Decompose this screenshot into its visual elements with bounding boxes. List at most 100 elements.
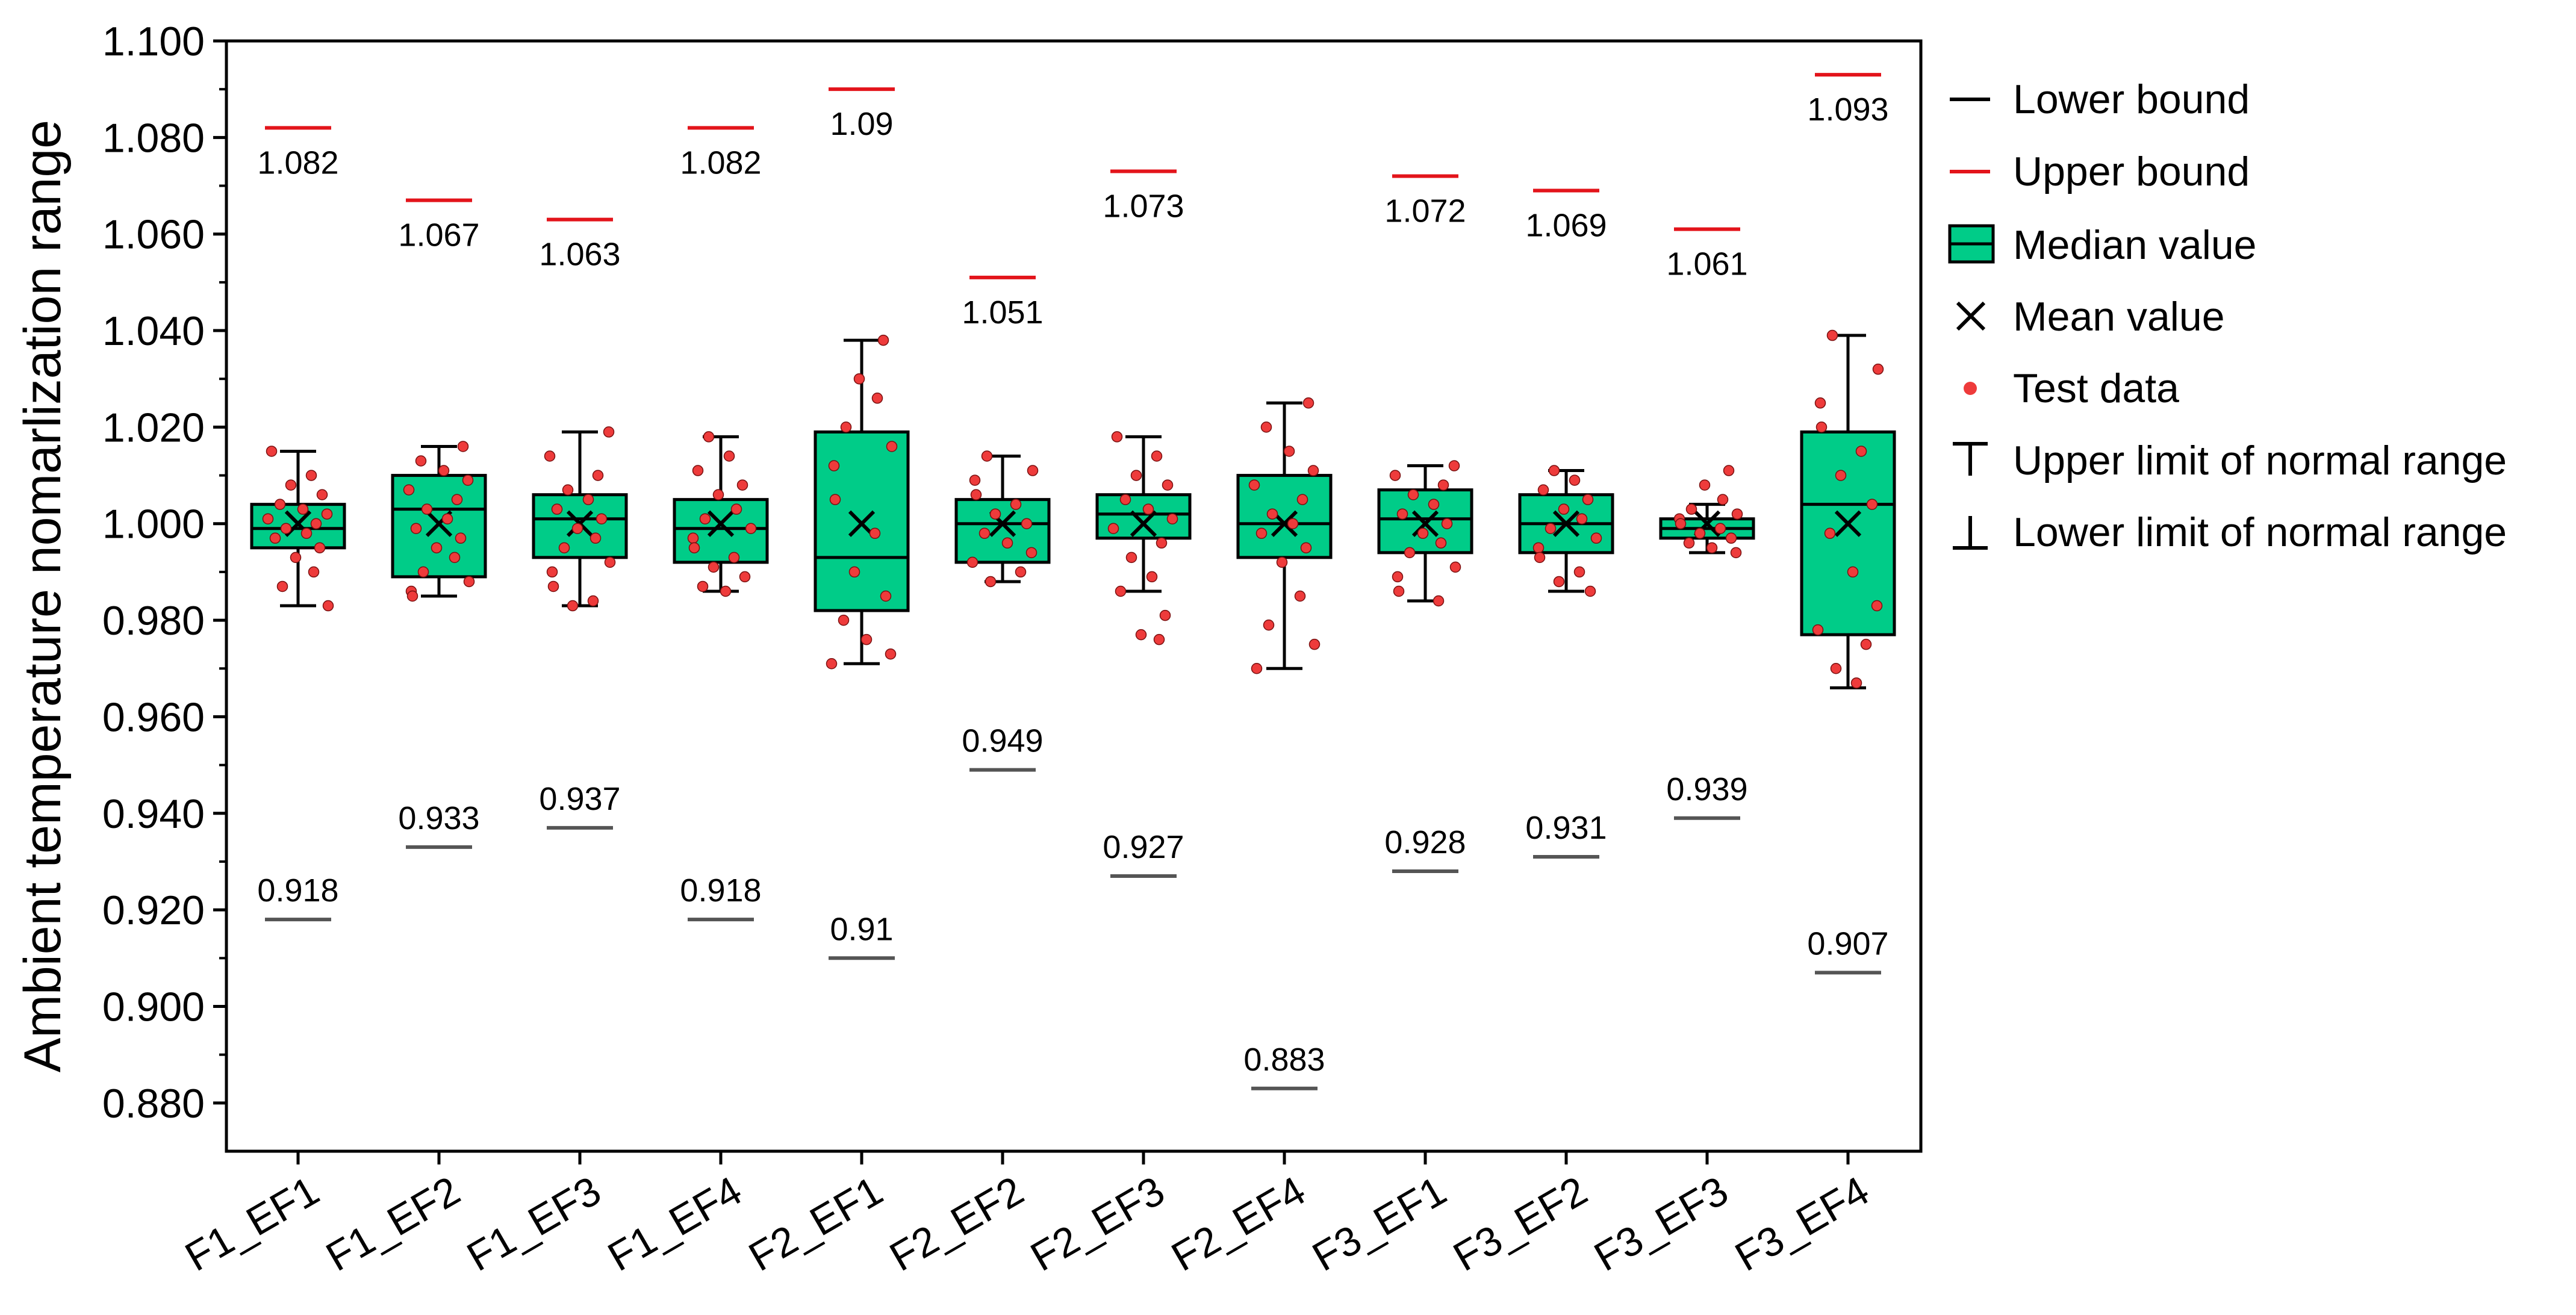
test-data-point bbox=[266, 446, 278, 457]
x-tick-label: F1_EF4 bbox=[600, 1167, 749, 1280]
x-tick-label: F3_EF3 bbox=[1587, 1167, 1735, 1280]
test-data-point bbox=[1392, 571, 1404, 583]
legend-test-data-label: Test data bbox=[2013, 365, 2179, 411]
test-data-point bbox=[1151, 450, 1163, 462]
test-data-point bbox=[274, 499, 286, 510]
test-data-point bbox=[853, 373, 865, 385]
x-tick-label: F1_EF2 bbox=[319, 1167, 467, 1280]
test-data-point bbox=[1107, 523, 1119, 535]
test-data-point bbox=[415, 455, 427, 467]
x-tick-label: F2_EF1 bbox=[741, 1167, 890, 1280]
test-data-point bbox=[1025, 547, 1038, 559]
test-data-point bbox=[1435, 537, 1447, 549]
test-data-point bbox=[1266, 508, 1278, 520]
test-data-point bbox=[1815, 421, 1828, 433]
test-data-point bbox=[1866, 499, 1878, 510]
test-data-point bbox=[582, 494, 594, 505]
test-data-point bbox=[697, 580, 709, 592]
test-data-point bbox=[885, 648, 897, 660]
lower-bound-label: 0.907 bbox=[1807, 925, 1888, 962]
test-data-point bbox=[869, 527, 881, 539]
test-data-point bbox=[406, 590, 418, 602]
lower-bound-label: 0.928 bbox=[1384, 824, 1466, 860]
test-data-point bbox=[1142, 503, 1154, 515]
test-data-point bbox=[828, 460, 840, 471]
y-tick-label: 1.000 bbox=[102, 502, 205, 547]
test-data-point bbox=[692, 465, 704, 476]
test-data-point bbox=[985, 576, 997, 588]
test-data-point bbox=[989, 508, 1001, 520]
test-data-point bbox=[1396, 508, 1408, 520]
test-data-point bbox=[745, 523, 757, 535]
test-data-point bbox=[1407, 489, 1419, 500]
upper-bound-label: 1.051 bbox=[962, 294, 1043, 331]
test-data-point bbox=[441, 513, 453, 524]
test-data-point bbox=[592, 470, 604, 481]
test-data-point bbox=[455, 532, 467, 544]
lower-bound-label: 0.927 bbox=[1103, 829, 1184, 865]
test-data-point bbox=[587, 595, 599, 607]
plot-area bbox=[225, 39, 1923, 1153]
test-data-point bbox=[1393, 585, 1405, 597]
y-tick-label: 0.960 bbox=[102, 694, 205, 740]
x-tick-label: F3_EF2 bbox=[1446, 1167, 1594, 1280]
test-data-point bbox=[1824, 527, 1836, 539]
x-tick-label: F3_EF4 bbox=[1728, 1167, 1876, 1280]
test-data-point bbox=[1685, 503, 1697, 515]
test-data-point bbox=[1725, 532, 1737, 544]
test-data-point bbox=[1433, 595, 1445, 607]
test-data-point bbox=[1569, 474, 1581, 486]
boxes-layer bbox=[250, 334, 1896, 689]
x-tick-label: F1_EF3 bbox=[459, 1167, 608, 1280]
test-data-point bbox=[1537, 484, 1549, 496]
test-data-point bbox=[308, 566, 320, 578]
test-data-point bbox=[1130, 470, 1142, 481]
y-tick-label: 0.940 bbox=[102, 791, 205, 837]
test-data-point bbox=[604, 556, 616, 568]
test-data-point bbox=[463, 576, 475, 588]
test-data-point bbox=[1590, 532, 1602, 544]
test-data-point bbox=[1826, 329, 1838, 341]
test-data-point bbox=[1115, 585, 1127, 597]
test-data-point bbox=[1847, 566, 1859, 578]
test-data-point bbox=[1010, 499, 1022, 510]
y-axis: 0.880 0.900 0.920 0.940 0.960 0.980 1.000 1.020… bbox=[102, 19, 226, 1127]
test-data-point bbox=[1283, 446, 1295, 457]
test-data-point bbox=[1437, 479, 1449, 491]
test-data-point bbox=[699, 513, 711, 524]
test-data-point bbox=[1448, 460, 1460, 471]
test-data-point bbox=[1850, 677, 1862, 689]
test-data-point bbox=[410, 523, 422, 535]
test-data-point bbox=[1294, 590, 1306, 602]
test-data-point bbox=[1260, 421, 1272, 433]
test-data-point bbox=[1548, 465, 1560, 476]
test-data-point bbox=[712, 489, 724, 500]
y-axis-title: Ambient temperature nomarlization range bbox=[14, 120, 72, 1072]
test-data-point bbox=[269, 532, 281, 544]
test-data-point bbox=[567, 600, 579, 612]
test-data-point bbox=[826, 658, 838, 670]
test-data-point bbox=[739, 571, 751, 583]
test-data-point bbox=[736, 479, 748, 491]
test-data-point bbox=[1545, 523, 1557, 535]
test-data-point bbox=[1449, 561, 1461, 573]
test-data-point bbox=[1162, 479, 1174, 491]
test-data-point bbox=[305, 470, 317, 481]
upper-bound-label: 1.082 bbox=[680, 145, 761, 181]
lower-bound-label: 0.883 bbox=[1243, 1042, 1325, 1078]
test-data-point bbox=[1251, 663, 1263, 674]
test-data-point bbox=[1248, 479, 1260, 491]
test-data-point bbox=[1001, 537, 1013, 549]
legend-lower-bound-label: Lower bound bbox=[2013, 76, 2250, 122]
test-data-point bbox=[848, 566, 860, 578]
test-data-point bbox=[314, 542, 326, 554]
test-data-point bbox=[1441, 518, 1453, 529]
test-data-point bbox=[1287, 518, 1299, 529]
test-data-point bbox=[300, 527, 313, 539]
test-data-point bbox=[571, 523, 583, 535]
legend-mean-swatch bbox=[1956, 301, 1986, 331]
x-tick-label: F2_EF2 bbox=[882, 1167, 1031, 1280]
test-data-point bbox=[1428, 499, 1440, 510]
test-data-point bbox=[1714, 523, 1726, 535]
